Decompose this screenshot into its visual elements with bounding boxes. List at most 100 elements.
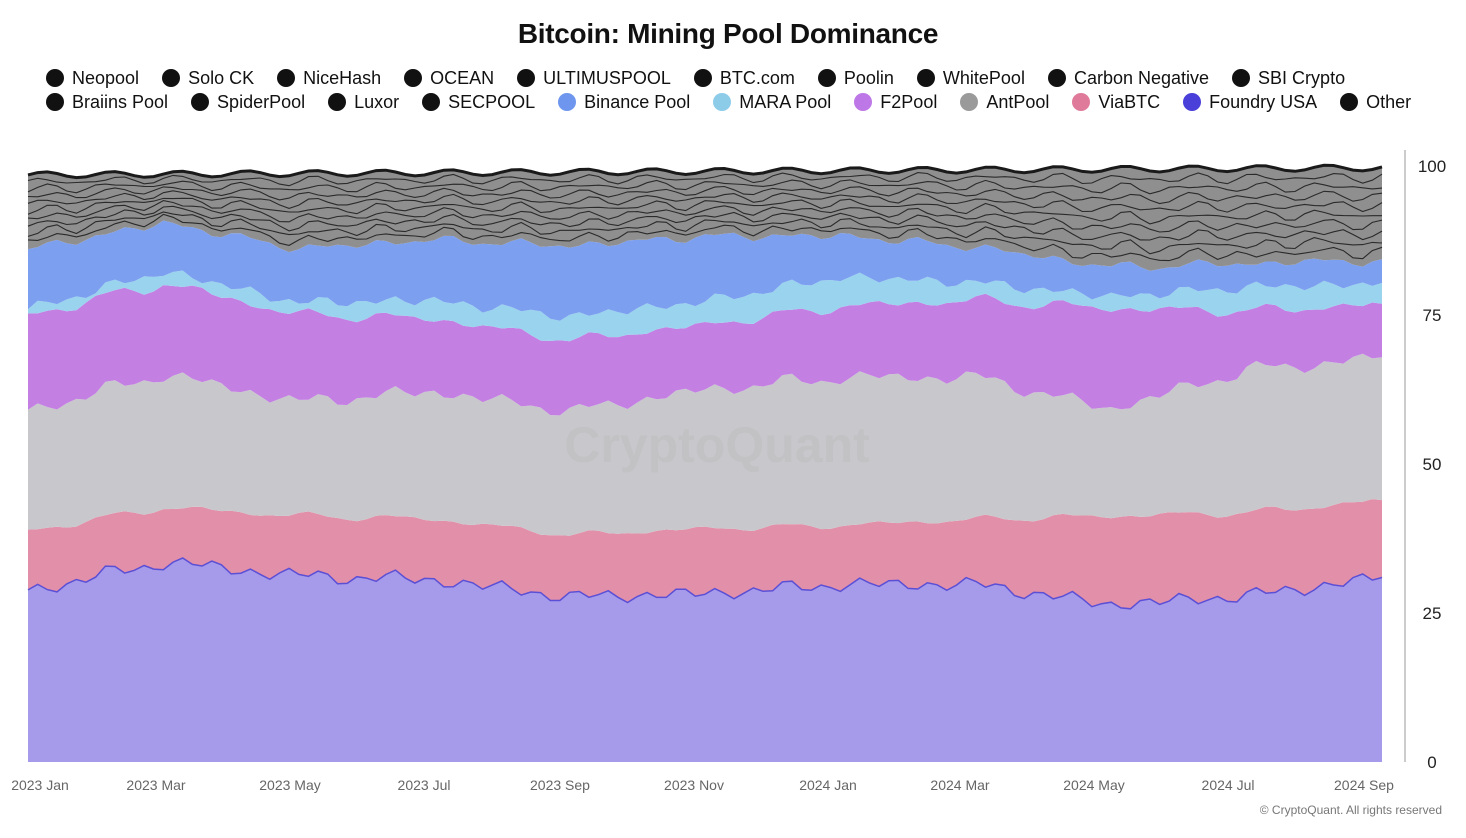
legend-item[interactable]: SBI Crypto xyxy=(1232,68,1345,89)
legend-item[interactable]: Neopool xyxy=(46,68,139,89)
other-pool-boundary-line xyxy=(27,205,1383,241)
other-pool-boundary-line xyxy=(27,190,1383,213)
x-tick-label: 2023 Nov xyxy=(664,777,724,793)
legend-dot-icon xyxy=(422,93,441,111)
x-tick-label: 2023 Mar xyxy=(126,777,185,793)
x-tick-label: 2024 Jul xyxy=(1202,777,1255,793)
legend-item[interactable]: Luxor xyxy=(328,92,399,113)
other-pool-boundary-line xyxy=(27,211,1383,255)
legend-label: BTC.com xyxy=(719,67,795,88)
legend-label: SpiderPool xyxy=(217,91,306,112)
legend-dot-icon xyxy=(817,69,836,87)
area-binance-pool xyxy=(28,220,1382,321)
legend-dot-icon xyxy=(191,93,210,111)
legend-label: Luxor xyxy=(354,91,400,112)
legend-label: Foundry USA xyxy=(1209,91,1318,112)
legend: Neopool Solo CK NiceHash OCEAN ULTIMUSPOOL BT… xyxy=(46,66,1446,114)
legend-label: AntPool xyxy=(986,91,1050,112)
area-antpool xyxy=(28,353,1382,536)
other-pool-boundary-line xyxy=(27,185,1383,205)
legend-dot-icon xyxy=(1183,93,1202,111)
legend-label: Braiins Pool xyxy=(72,91,169,112)
legend-item[interactable]: MARA Pool xyxy=(713,92,831,113)
legend-item[interactable]: OCEAN xyxy=(404,68,494,89)
legend-item[interactable]: BTC.com xyxy=(693,67,795,89)
legend-item[interactable]: ViaBTC xyxy=(1072,92,1160,113)
area-mara-pool xyxy=(28,270,1382,342)
legend-label: NiceHash xyxy=(303,67,382,88)
other-pool-boundary-line xyxy=(27,172,1383,187)
chart-title: Bitcoin: Mining Pool Dominance xyxy=(517,18,939,49)
y-tick-label: 75 xyxy=(1423,306,1442,325)
legend-dot-icon xyxy=(713,93,732,111)
legend-dot-icon xyxy=(277,69,296,87)
legend-dot-icon xyxy=(46,93,64,111)
legend-dot-icon xyxy=(960,93,979,111)
legend-dot-icon xyxy=(1072,93,1091,111)
legend-dot-icon xyxy=(916,69,935,87)
legend-row: Braiins Pool SpiderPool Luxor SECPOOL Binanc… xyxy=(46,90,1446,114)
legend-item[interactable]: Other xyxy=(1340,92,1411,113)
legend-item[interactable]: NiceHash xyxy=(277,68,381,89)
top-pool-line xyxy=(27,163,1383,180)
legend-label: Solo CK xyxy=(188,67,255,88)
legend-dot-icon xyxy=(1232,69,1251,87)
legend-item[interactable]: SECPOOL xyxy=(422,92,535,113)
legend-label: MARA Pool xyxy=(739,91,832,112)
legend-label: OCEAN xyxy=(430,67,495,88)
legend-item[interactable]: Foundry USA xyxy=(1183,92,1317,113)
legend-item[interactable]: Carbon Negative xyxy=(1047,67,1210,89)
legend-label: Other xyxy=(1366,91,1412,112)
legend-label: ViaBTC xyxy=(1098,91,1161,112)
legend-item[interactable]: WhitePool xyxy=(916,67,1025,89)
legend-item[interactable]: AntPool xyxy=(960,92,1049,113)
x-tick-label: 2024 Mar xyxy=(930,777,989,793)
legend-dot-icon xyxy=(46,69,64,87)
x-tick-label: 2024 May xyxy=(1063,777,1124,793)
other-pool-boundary-line xyxy=(27,197,1382,225)
legend-item[interactable]: Braiins Pool xyxy=(46,92,168,113)
legend-label: Neopool xyxy=(72,67,140,88)
x-tick-label: 2023 Sep xyxy=(530,777,590,793)
legend-dot-icon xyxy=(162,69,181,87)
legend-dot-icon xyxy=(1047,69,1066,87)
legend-dot-icon xyxy=(1340,93,1359,111)
legend-dot-icon xyxy=(558,93,577,111)
legend-label: F2Pool xyxy=(880,91,938,112)
legend-label: Poolin xyxy=(843,67,894,88)
area-f2pool xyxy=(28,285,1382,416)
legend-dot-icon xyxy=(404,69,423,87)
legend-item[interactable]: ULTIMUSPOOL xyxy=(517,68,671,89)
legend-label: Carbon Negative xyxy=(1073,67,1210,88)
legend-item[interactable]: Poolin xyxy=(817,67,894,89)
legend-item[interactable]: Solo CK xyxy=(162,68,254,89)
area-other-pools xyxy=(28,165,1382,271)
y-tick-label: 25 xyxy=(1423,604,1442,623)
y-tick-label: 0 xyxy=(1427,753,1436,772)
legend-dot-icon xyxy=(328,93,347,111)
x-tick-label: 2024 Jan xyxy=(799,777,857,793)
x-tick-label: 2023 May xyxy=(259,777,320,793)
area-foundry-usa xyxy=(28,558,1382,762)
other-pool-boundary-line xyxy=(27,213,1383,262)
x-tick-label: 2023 Jan xyxy=(11,777,69,793)
legend-dot-icon xyxy=(517,69,536,87)
legend-label: ULTIMUSPOOL xyxy=(543,67,671,88)
copyright-text: © CryptoQuant. All rights reserved xyxy=(1259,803,1442,817)
other-pool-boundary-line xyxy=(27,200,1383,233)
legend-row: Neopool Solo CK NiceHash OCEAN ULTIMUSPOOL BT… xyxy=(46,66,1446,90)
legend-label: SECPOOL xyxy=(448,91,536,112)
other-pool-boundary-line xyxy=(27,179,1383,195)
legend-label: WhitePool xyxy=(942,67,1025,88)
y-tick-label: 100 xyxy=(1418,157,1446,176)
legend-item[interactable]: F2Pool xyxy=(854,92,937,113)
legend-dot-icon xyxy=(693,69,712,87)
legend-item[interactable]: SpiderPool xyxy=(191,92,305,113)
x-tick-label: 2023 Jul xyxy=(398,777,451,793)
x-tick-label: 2024 Sep xyxy=(1334,777,1394,793)
watermark-text: CryptoQuant xyxy=(564,417,870,473)
legend-dot-icon xyxy=(854,93,873,111)
legend-item[interactable]: Binance Pool xyxy=(558,92,690,113)
area-viabtc xyxy=(28,499,1382,609)
